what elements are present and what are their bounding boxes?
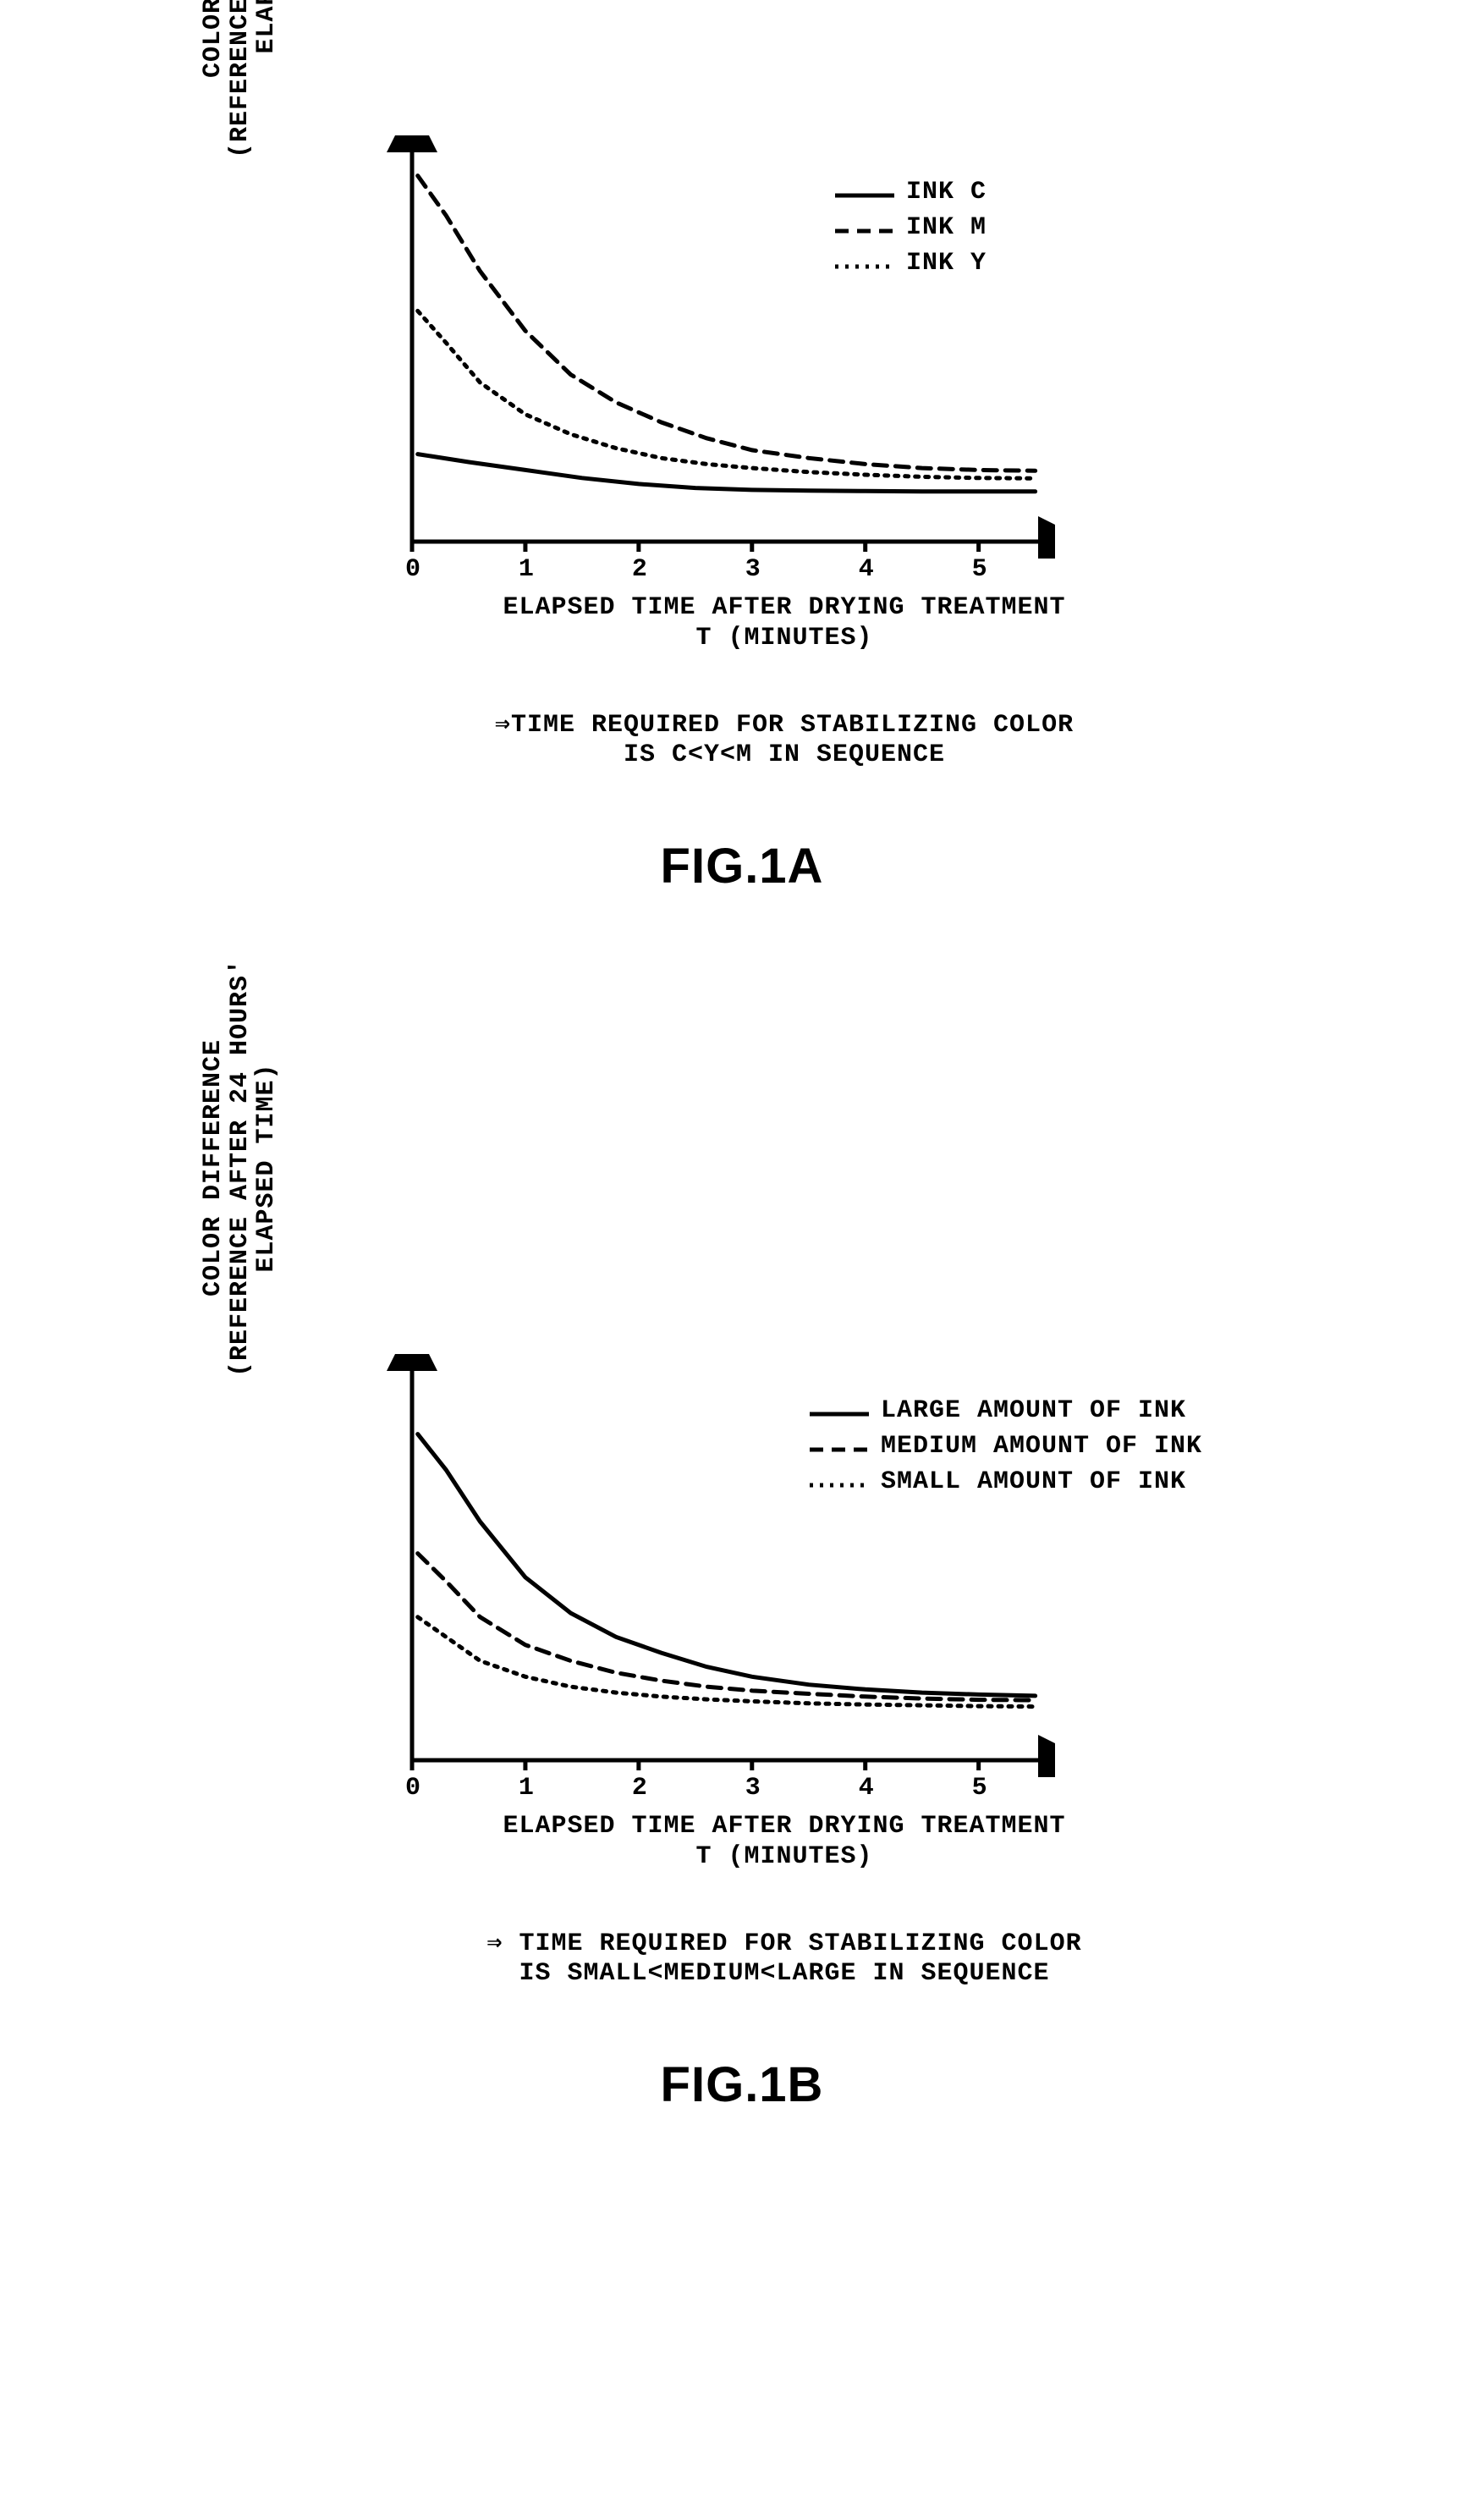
fig-b-ylabel: COLOR DIFFERENCE (REFERENCE AFTER 24 HOU… <box>201 939 281 1396</box>
x-tick-label: 4 <box>859 555 874 584</box>
fig-a-plot: 012345INK CINK MINK Y <box>361 135 1055 559</box>
legend-item: INK M <box>835 213 987 242</box>
x-tick-label: 0 <box>405 1774 420 1803</box>
legend-item: INK Y <box>835 249 987 278</box>
series-line <box>418 1554 1036 1700</box>
x-tick-label: 4 <box>859 1774 874 1803</box>
x-tick-label: 1 <box>519 555 534 584</box>
legend-label: SMALL AMOUNT OF INK <box>881 1467 1186 1496</box>
legend: INK C INK M INK Y <box>835 178 987 284</box>
fig-a-caption: ⇒TIME REQUIRED FOR STABILIZING COLOR IS … <box>361 711 1207 769</box>
x-tick-label: 3 <box>745 555 761 584</box>
fig-b-xlabel: ELAPSED TIME AFTER DRYING TREATMENT T (M… <box>437 1811 1131 1872</box>
legend-line-icon <box>835 184 894 201</box>
x-tick-label: 2 <box>632 1774 647 1803</box>
x-tick-label: 1 <box>519 1774 534 1803</box>
fig-a-xlabel: ELAPSED TIME AFTER DRYING TREATMENT T (M… <box>437 592 1131 653</box>
legend-item: LARGE AMOUNT OF INK <box>810 1396 1202 1425</box>
x-tick-label: 5 <box>972 1774 987 1803</box>
fig-a-ylabel: COLOR DIFFERENCE (REFERENCE AFTER 24 HOU… <box>201 0 281 178</box>
fig-a-title: FIG.1A <box>234 838 1250 894</box>
series-line <box>418 454 1036 492</box>
x-tick-label: 0 <box>405 555 420 584</box>
fig-b-caption: ⇒ TIME REQUIRED FOR STABILIZING COLOR IS… <box>361 1929 1207 1988</box>
legend-line-icon <box>835 219 894 236</box>
legend-line-icon <box>835 255 894 272</box>
x-tick-label: 3 <box>745 1774 761 1803</box>
legend-item: MEDIUM AMOUNT OF INK <box>810 1432 1202 1461</box>
legend-item: SMALL AMOUNT OF INK <box>810 1467 1202 1496</box>
legend-line-icon <box>810 1402 869 1419</box>
fig-b-plot: 012345LARGE AMOUNT OF INKMEDIUM AMOUNT O… <box>361 1354 1055 1777</box>
legend-line-icon <box>810 1438 869 1455</box>
legend: LARGE AMOUNT OF INK MEDIUM AMOUNT OF INK S… <box>810 1396 1202 1503</box>
legend-label: MEDIUM AMOUNT OF INK <box>881 1432 1202 1461</box>
fig-b-title: FIG.1B <box>234 2056 1250 2113</box>
legend-label: INK M <box>906 213 987 242</box>
legend-label: INK C <box>906 178 987 206</box>
legend-label: INK Y <box>906 249 987 278</box>
series-line <box>418 311 1036 478</box>
page: COLOR DIFFERENCE (REFERENCE AFTER 24 HOU… <box>0 0 1484 2499</box>
legend-item: INK C <box>835 178 987 206</box>
x-tick-label: 5 <box>972 555 987 584</box>
x-tick-label: 2 <box>632 555 647 584</box>
legend-line-icon <box>810 1473 869 1490</box>
legend-label: LARGE AMOUNT OF INK <box>881 1396 1186 1425</box>
